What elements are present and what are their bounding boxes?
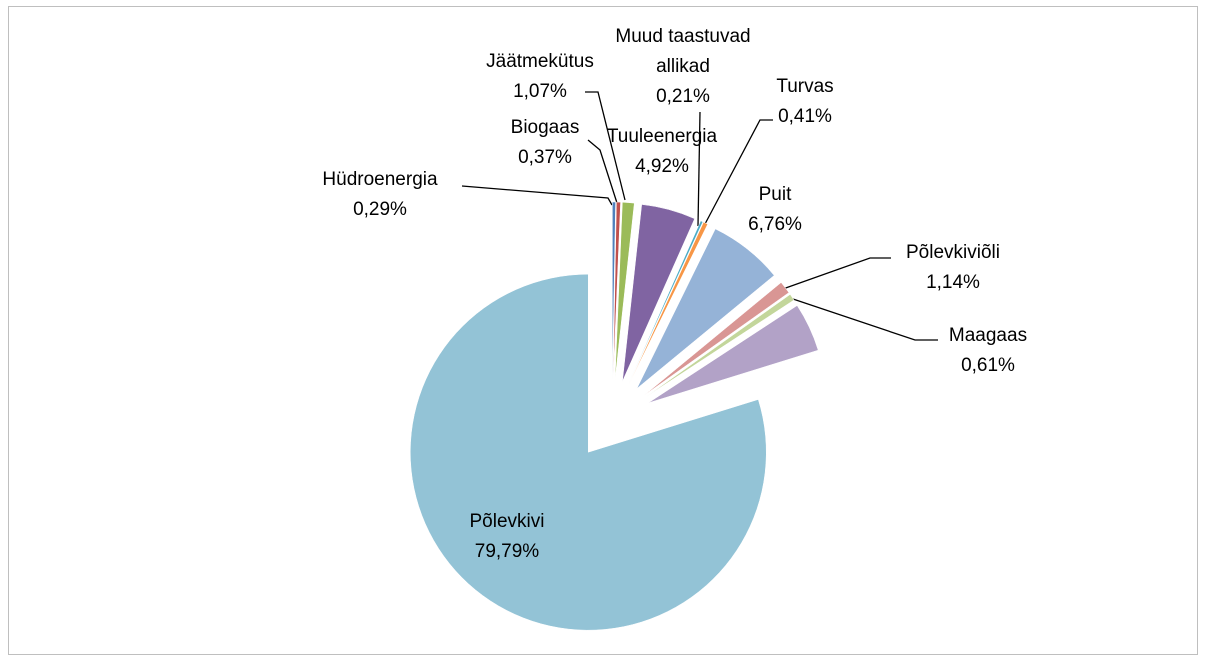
- pie-slice: [636, 228, 775, 389]
- leader-line: [585, 91, 626, 201]
- slice-name: Puit: [758, 184, 792, 205]
- slice-label: Biogaas 0,37%: [465, 113, 625, 173]
- slice-label: Puit 6,76%: [715, 180, 835, 240]
- slice-label: Jäätmekütus 1,07%: [460, 47, 620, 107]
- slice-name: Tuuleenergia: [606, 126, 718, 147]
- leader-line: [779, 257, 891, 291]
- pie-slice: [628, 221, 709, 384]
- leader-line: [697, 111, 701, 227]
- pie-slice: [410, 273, 767, 631]
- slice-label: Hüdroenergia 0,29%: [270, 165, 490, 225]
- slice-label: Põlevkiviõli 1,14%: [873, 238, 1033, 298]
- leader-line: [704, 119, 773, 225]
- slice-label: Muud taastuvad allikad 0,21%: [608, 22, 758, 112]
- slice-value: 0,37%: [518, 147, 572, 168]
- leader-line: [461, 185, 613, 206]
- leader-lines: [461, 91, 938, 341]
- slice-value: 6,76%: [748, 214, 802, 235]
- slice-label: Maagaas 0,61%: [918, 321, 1058, 381]
- pie-slice: [612, 201, 621, 381]
- slice-value: 0,21%: [656, 86, 710, 107]
- slice-value: 0,41%: [778, 106, 832, 127]
- slice-label: Põlevkivi 79,79%: [427, 507, 587, 567]
- slice-name: Muud taastuvad allikad: [615, 26, 751, 77]
- pie-slice: [643, 282, 790, 396]
- slice-value: 1,14%: [926, 272, 980, 293]
- slice-name: Põlevkiviõli: [906, 242, 1000, 263]
- pie-slice: [622, 204, 695, 382]
- slice-label: Tuuleenergia 4,92%: [582, 122, 742, 182]
- slice-label: Turvas 0,41%: [745, 72, 865, 132]
- slice-name: Turvas: [776, 76, 834, 97]
- slice-value: 4,92%: [635, 156, 689, 177]
- slice-value: 79,79%: [474, 541, 540, 562]
- pie-slice: [648, 305, 819, 404]
- slice-value: 1,07%: [513, 81, 567, 102]
- leader-line: [789, 297, 938, 341]
- pie-slice: [612, 201, 616, 381]
- slice-value: 0,61%: [961, 355, 1015, 376]
- pie-slice: [628, 220, 704, 384]
- pie-slice: [644, 294, 795, 398]
- slice-name: Hüdroenergia: [322, 169, 438, 190]
- leader-line: [587, 139, 618, 204]
- pie-slice: [614, 202, 635, 381]
- slice-name: Põlevkivi: [469, 511, 545, 532]
- slice-name: Jäätmekütus: [486, 51, 594, 72]
- slice-name: Maagaas: [948, 325, 1028, 346]
- slice-value: 0,29%: [353, 199, 407, 220]
- slice-name: Biogaas: [510, 117, 580, 138]
